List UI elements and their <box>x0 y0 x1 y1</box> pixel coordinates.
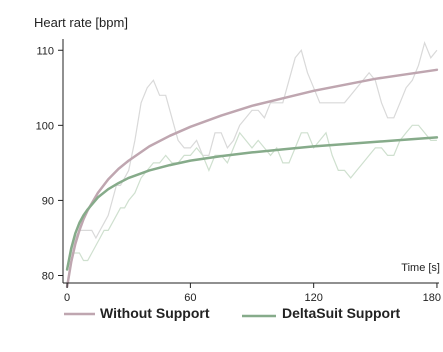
x-axis-label: Time [s] <box>401 262 440 274</box>
x-tick-label: 180 <box>423 292 441 304</box>
legend: Without Support DeltaSuit Support <box>64 305 401 321</box>
fit-line-without-support <box>65 68 439 289</box>
y-tick-label: 110 <box>36 45 54 57</box>
y-axis-label: Heart rate [bpm] <box>34 15 128 30</box>
y-tick-label: 100 <box>36 120 54 132</box>
y-tick-label: 80 <box>42 270 54 282</box>
x-tick-label: 60 <box>184 292 196 304</box>
plot-area <box>65 40 439 289</box>
x-tick-label: 0 <box>64 292 70 304</box>
axes: 80 90 100 110 0 60 120 180 <box>36 39 441 304</box>
legend-label-without-support: Without Support <box>100 305 210 321</box>
x-tick-label: 120 <box>304 292 322 304</box>
fit-line-deltasuit-support <box>65 136 439 271</box>
raw-line-deltasuit-support <box>66 124 437 269</box>
raw-line-without-support <box>66 40 438 269</box>
legend-label-deltasuit-support: DeltaSuit Support <box>282 305 401 321</box>
y-tick-label: 90 <box>42 195 54 207</box>
